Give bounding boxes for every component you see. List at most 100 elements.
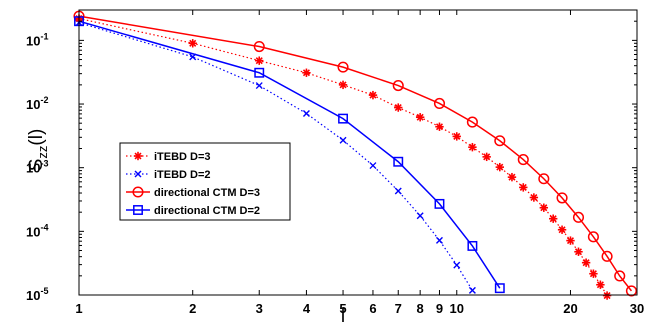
series-1-point-stroke xyxy=(483,153,491,161)
series-2-point xyxy=(468,286,476,294)
series-3-point-shape xyxy=(572,211,585,223)
series-4-point-shape xyxy=(254,67,265,78)
series-2-point-stroke xyxy=(339,136,347,144)
series-1-point xyxy=(566,236,575,245)
series-1-point-stroke xyxy=(558,226,566,234)
series-4-point xyxy=(254,67,265,78)
y-tick-label-exponent: -4 xyxy=(40,222,48,232)
series-1-point xyxy=(602,291,612,300)
series-1-point-stroke xyxy=(566,237,575,245)
legend-items: iTEBD D=3 iTEBD D=2 directional CTM D=3 dir… xyxy=(126,151,260,217)
series-1-point-stroke xyxy=(339,81,347,89)
series-1-point xyxy=(368,90,378,100)
series-1-point xyxy=(495,162,505,172)
series-2-point xyxy=(339,136,347,144)
series-4-point-shape xyxy=(494,283,505,294)
series-1-point xyxy=(548,214,558,223)
series-1-point-stroke xyxy=(549,215,557,223)
y-tick-label: 10-4 xyxy=(26,222,48,239)
series-2-line xyxy=(78,22,473,291)
series-1-point xyxy=(596,280,605,289)
series-2-point xyxy=(416,212,424,220)
y-tick-label-base: 10 xyxy=(26,224,40,239)
series-4 xyxy=(74,16,505,294)
series-1-point-stroke xyxy=(369,91,377,99)
legend-marker-shape xyxy=(133,205,143,215)
x-axis-label: l xyxy=(341,306,345,326)
series-2-point-stroke xyxy=(255,82,263,90)
series-3-point-shape xyxy=(433,97,446,110)
x-tick-label: 20 xyxy=(563,301,577,316)
series-1-point xyxy=(539,203,549,212)
legend-marker xyxy=(133,205,143,215)
legend-entry-2: iTEBD D=2 xyxy=(126,169,211,181)
x-tick-label: 2 xyxy=(189,301,196,316)
series-4-point-shape xyxy=(434,198,445,209)
legend-marker xyxy=(132,186,144,198)
series-1-point-stroke xyxy=(603,292,611,300)
legend-marker-shape xyxy=(132,186,144,198)
series-1-point xyxy=(255,56,264,65)
series-2-point xyxy=(302,110,310,117)
series-1-point xyxy=(188,39,197,48)
series-3-point-shape xyxy=(625,285,637,297)
series-1-point xyxy=(468,142,477,152)
series-1-point-stroke xyxy=(574,248,583,256)
series-4-line xyxy=(78,20,501,289)
series-3-point xyxy=(433,97,446,110)
series-3-point-shape xyxy=(337,61,349,73)
series-1-point xyxy=(452,132,461,141)
series-1-point xyxy=(435,122,444,131)
series-3-point-shape xyxy=(538,173,550,185)
series-1-point-stroke xyxy=(496,163,504,171)
y-axis-label-main: S xyxy=(26,159,47,172)
y-axis-label-subscript: zz xyxy=(35,146,50,159)
series-2-point-stroke xyxy=(302,110,310,117)
series-2-point-stroke xyxy=(394,187,402,195)
y-tick-label-exponent: -1 xyxy=(40,31,48,41)
series-3-point-shape xyxy=(253,40,265,53)
series-1-point xyxy=(507,172,517,182)
series-1-point-stroke xyxy=(394,104,402,112)
legend-label: iTEBD D=3 xyxy=(154,151,211,163)
series-4-point-shape xyxy=(467,240,478,251)
legend-label: directional CTM D=2 xyxy=(154,205,260,217)
series-3-point xyxy=(494,135,506,147)
series-3-point xyxy=(572,211,585,223)
y-tick-label-base: 10 xyxy=(26,288,40,303)
series-3-point xyxy=(556,192,568,204)
x-tick-label: 8 xyxy=(417,301,424,316)
series-4-point xyxy=(393,156,404,167)
series-2-point-stroke xyxy=(453,261,461,269)
series-4-point xyxy=(467,240,478,251)
series-1-point xyxy=(415,113,425,122)
series-1-point-stroke xyxy=(582,259,590,267)
series-1-point-stroke xyxy=(468,143,476,151)
series-3-point-shape xyxy=(556,192,568,204)
series-4-point xyxy=(434,198,445,209)
series-1-point xyxy=(394,103,403,112)
series-layer xyxy=(73,10,637,300)
series-3-point-shape xyxy=(494,135,506,147)
series-4-point-shape xyxy=(338,113,348,124)
x-tick-label: 7 xyxy=(395,301,402,316)
series-1-point xyxy=(482,152,491,162)
y-axis-label-tail: (l) xyxy=(26,129,47,146)
y-tick-label: 10-5 xyxy=(26,286,48,303)
legend-entry-1: iTEBD D=3 xyxy=(126,151,211,163)
series-2-point-stroke xyxy=(435,236,443,244)
legend-entry-3: directional CTM D=3 xyxy=(126,186,260,199)
y-tick-label-base: 10 xyxy=(26,97,40,112)
series-1-point-stroke xyxy=(519,183,527,191)
series-2-point-stroke xyxy=(468,286,476,294)
y-tick-label-exponent: -5 xyxy=(40,286,48,296)
x-tick-label: 3 xyxy=(256,301,263,316)
y-tick-label-base: 10 xyxy=(26,161,40,176)
legend-marker xyxy=(133,151,143,161)
x-tick-label: 4 xyxy=(303,301,311,316)
series-2-point xyxy=(435,236,443,244)
series-3-point-shape xyxy=(466,116,478,128)
series-3 xyxy=(73,10,637,297)
x-tick-label: 9 xyxy=(436,301,443,316)
